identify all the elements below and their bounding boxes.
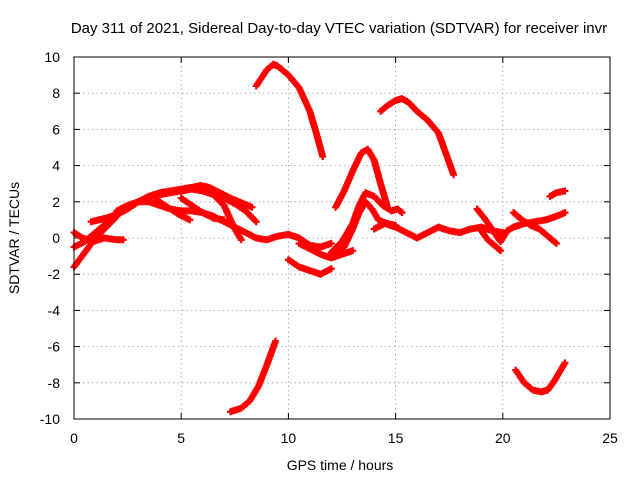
x-tick-label: 5 xyxy=(177,430,185,446)
x-tick-label: 10 xyxy=(281,430,297,446)
y-tick-label: 4 xyxy=(52,158,60,174)
plot-frame xyxy=(73,56,611,420)
series-arc-20 xyxy=(510,209,560,247)
series-arc-21 xyxy=(546,187,569,200)
y-tick-label: -4 xyxy=(48,302,61,318)
y-tick-label: 10 xyxy=(44,49,60,65)
y-tick-label: -2 xyxy=(48,266,61,282)
x-tick-label: 20 xyxy=(495,430,511,446)
series-arc-9 xyxy=(252,60,327,161)
data-point xyxy=(220,216,228,224)
y-tick-label: -8 xyxy=(48,375,61,391)
data-point xyxy=(552,239,560,247)
data-point xyxy=(561,209,569,217)
data-point xyxy=(252,218,260,226)
y-tick-label: 8 xyxy=(52,85,60,101)
data-point xyxy=(272,337,280,345)
series-arc-6 xyxy=(151,194,194,224)
series-arc-19 xyxy=(477,227,505,255)
series-arc-22 xyxy=(512,359,569,396)
data-point xyxy=(561,187,569,195)
data-point xyxy=(349,247,357,255)
data-point xyxy=(319,153,327,161)
y-tick-label: 2 xyxy=(52,194,60,210)
data-point xyxy=(449,171,457,179)
data-point xyxy=(248,203,256,211)
data-point xyxy=(327,265,335,273)
tick-marks xyxy=(73,56,611,420)
data-point xyxy=(398,209,406,217)
series-arc-7 xyxy=(177,194,228,224)
tick-labels: 0 5 10 15 20 25 -10 -8 -6 -4 -2 0 2 4 6 8 10 xyxy=(40,49,618,446)
x-tick-label: 25 xyxy=(602,430,618,446)
series-arc-15 xyxy=(332,145,391,211)
y-tick-label: 0 xyxy=(52,230,60,246)
series-arc-8 xyxy=(199,183,245,244)
y-tick-label: -10 xyxy=(40,411,60,427)
data-point xyxy=(237,236,245,244)
x-tick-label: 0 xyxy=(70,430,78,446)
data-point xyxy=(497,247,505,255)
data-point xyxy=(186,216,194,224)
x-axis-label: GPS time / hours xyxy=(287,457,394,473)
data-point xyxy=(327,239,335,247)
chart-title: Day 311 of 2021, Sidereal Day-to-day VTE… xyxy=(71,20,607,37)
series-arc-10 xyxy=(227,337,280,416)
y-axis-label: SDTVAR / TECUs xyxy=(6,182,22,294)
series-arc-11 xyxy=(284,256,335,278)
x-tick-label: 15 xyxy=(388,430,404,446)
series-arc-18 xyxy=(473,205,569,246)
data-point xyxy=(561,359,569,367)
data-point xyxy=(383,201,391,209)
y-tick-label: 6 xyxy=(52,121,60,137)
data-point xyxy=(119,236,127,244)
data-points xyxy=(70,60,569,416)
series-arc-17 xyxy=(377,95,457,179)
y-tick-label: -6 xyxy=(48,339,61,355)
